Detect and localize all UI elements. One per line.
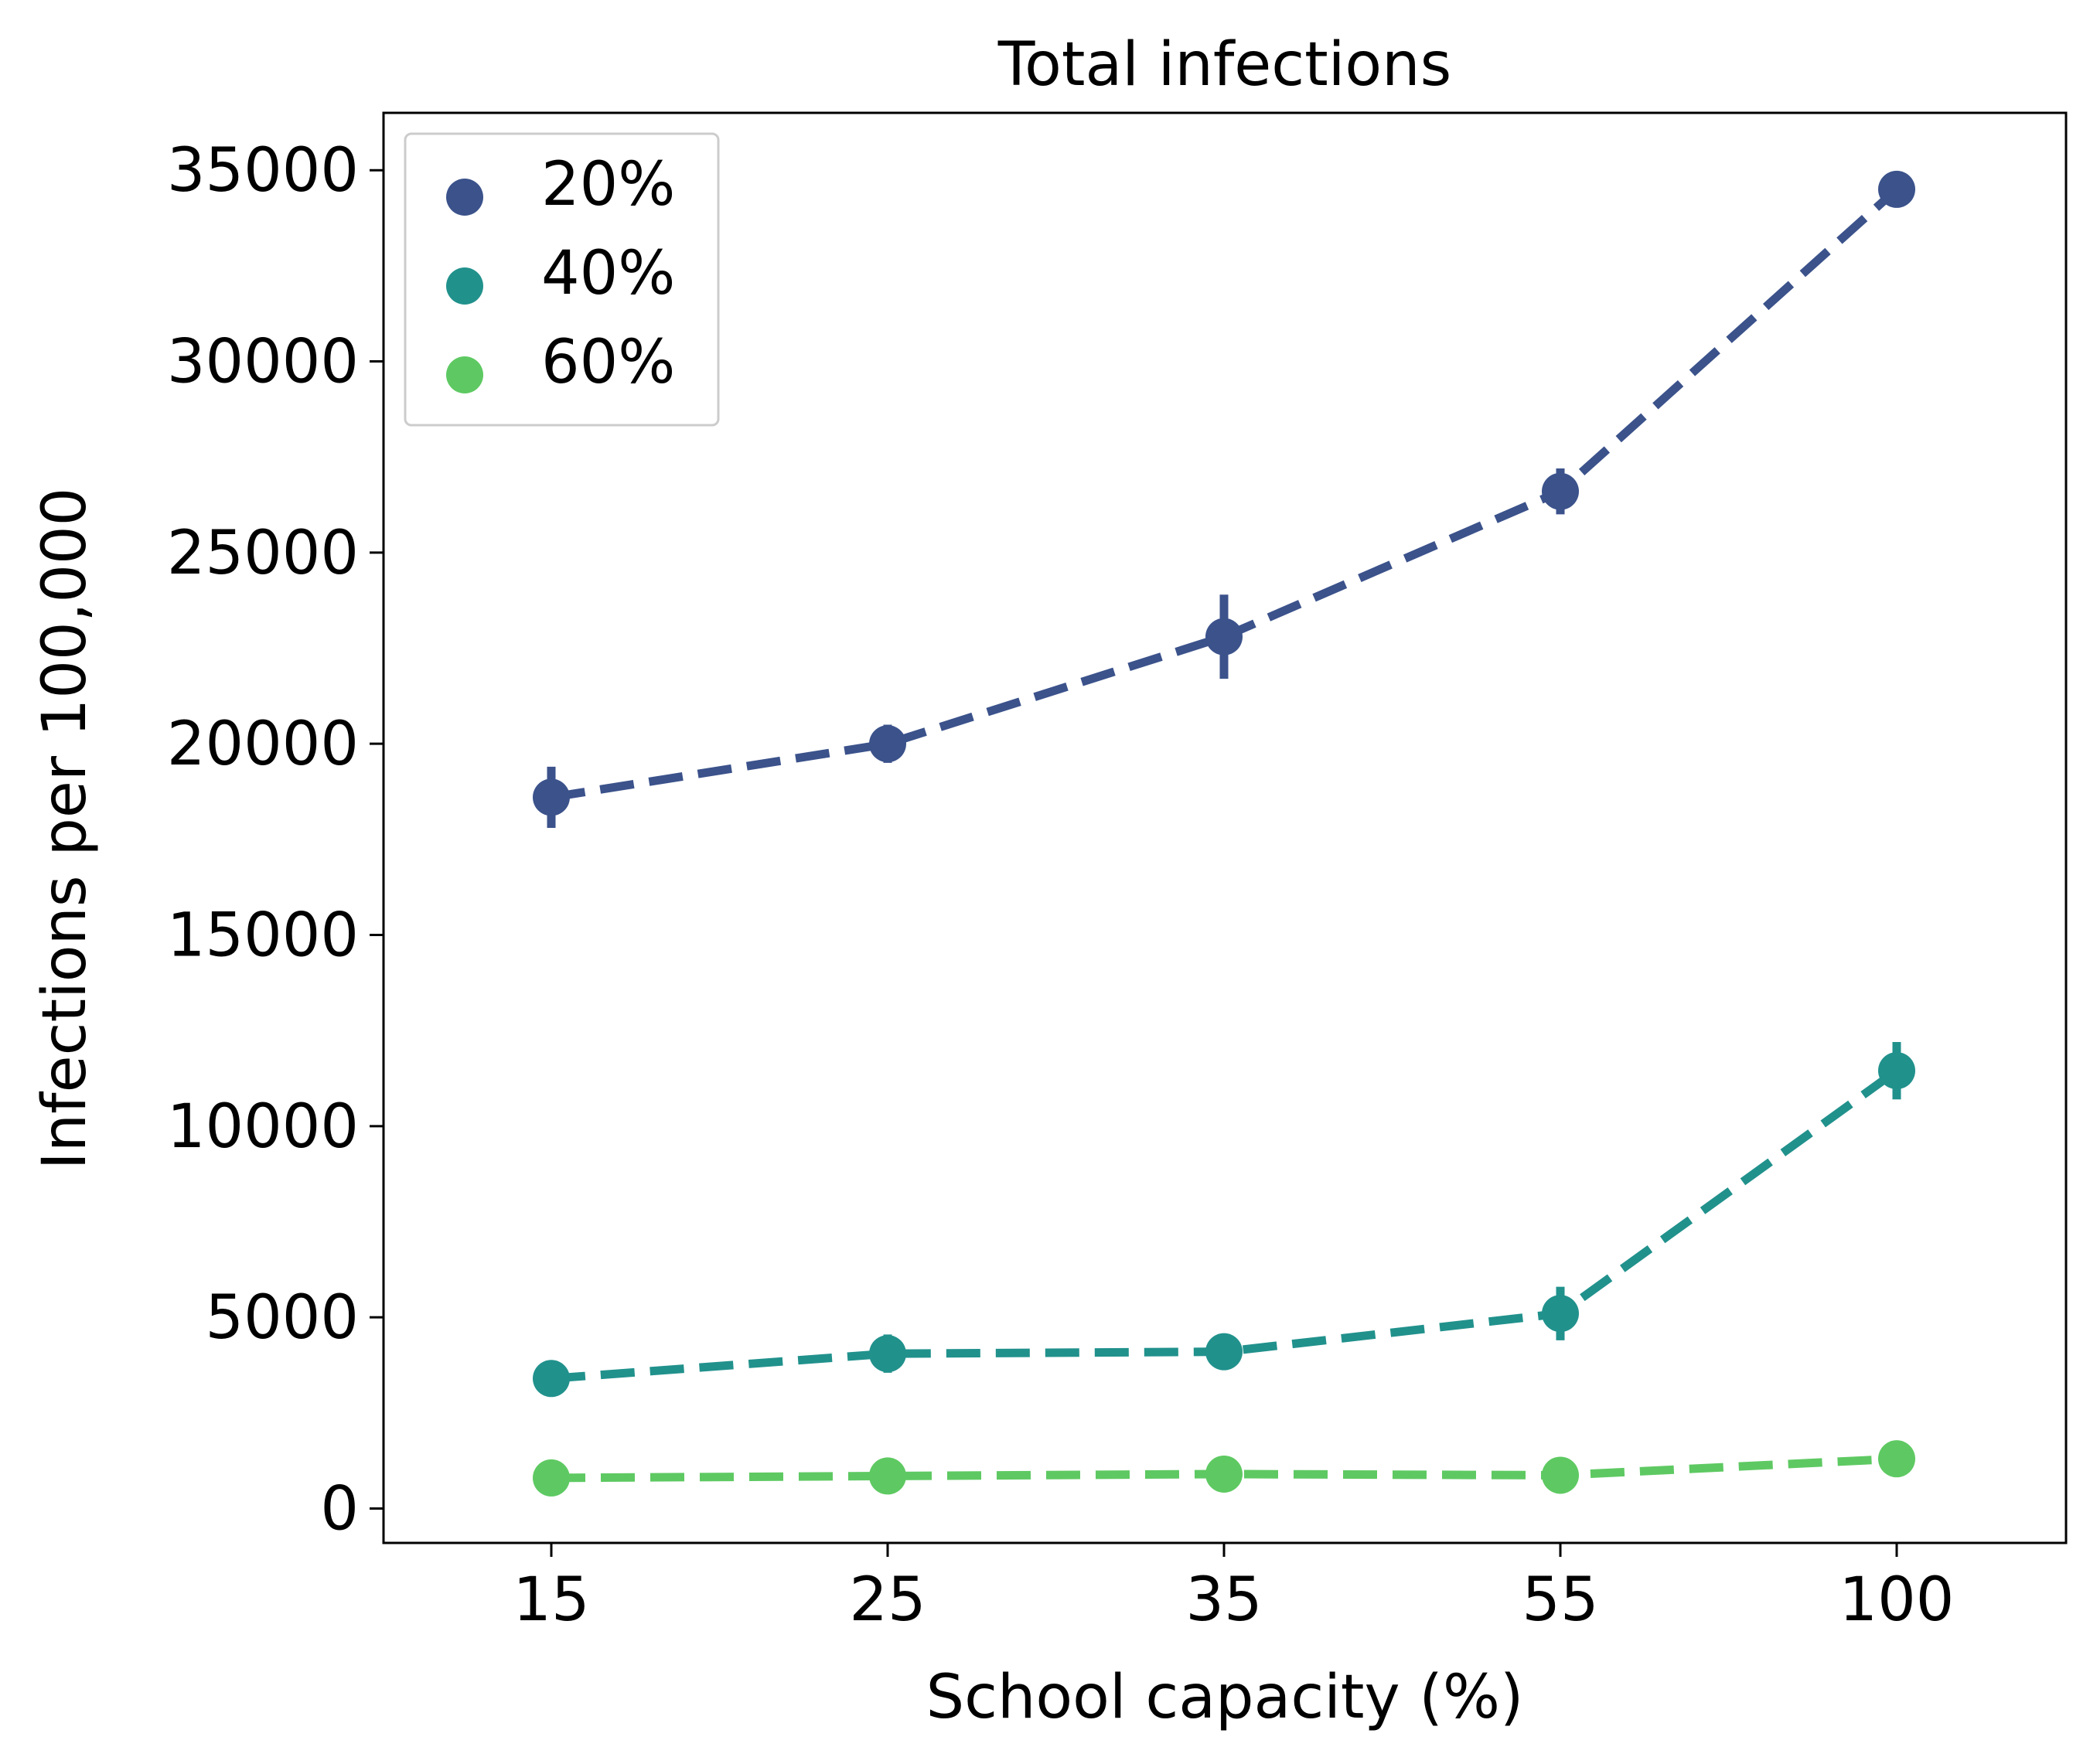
- data-point: [1205, 618, 1243, 656]
- data-point: [533, 1459, 570, 1497]
- data-point: [1878, 1440, 1915, 1478]
- y-axis-label: Infections per 100,000: [30, 488, 100, 1170]
- series-line: [551, 186, 1900, 802]
- x-axis: 15 25 35 55 100: [513, 1543, 1954, 1635]
- series-1: [533, 1042, 1915, 1398]
- legend-label: 20%: [541, 150, 675, 220]
- data-point: [869, 1335, 906, 1373]
- legend-marker: [446, 267, 483, 305]
- series-layer: [533, 170, 1915, 1497]
- data-point: [1878, 170, 1915, 208]
- data-point: [533, 778, 570, 816]
- data-point: [1205, 1455, 1243, 1493]
- x-axis-label: School capacity (%): [926, 1663, 1524, 1732]
- chart-title: Total infections: [997, 30, 1451, 100]
- y-tick-label: 20000: [167, 710, 359, 779]
- legend-label: 60%: [541, 328, 675, 397]
- data-point: [1542, 472, 1579, 510]
- data-point: [1878, 1052, 1915, 1090]
- series-0: [533, 170, 1915, 828]
- data-point: [869, 1457, 906, 1495]
- series-2: [533, 1440, 1915, 1497]
- y-tick-label: 0: [320, 1474, 359, 1544]
- x-tick-label: 15: [513, 1565, 589, 1635]
- x-tick-label: 35: [1185, 1565, 1262, 1635]
- y-tick-label: 5000: [205, 1283, 359, 1353]
- data-point: [1542, 1295, 1579, 1333]
- y-axis: 0 5000 10000 15000 20000 25000 30000 35000: [167, 136, 384, 1544]
- legend-box: [404, 132, 720, 427]
- legend-marker: [446, 356, 483, 393]
- y-tick-label: 35000: [167, 136, 359, 206]
- y-tick-label: 30000: [167, 328, 359, 397]
- legend: 20% 40% 60%: [404, 132, 720, 427]
- legend-label: 40%: [541, 239, 675, 308]
- x-tick-label: 25: [849, 1565, 926, 1635]
- series-line: [551, 1067, 1900, 1383]
- data-point: [869, 725, 906, 763]
- data-point: [533, 1360, 570, 1398]
- x-tick-label: 55: [1522, 1565, 1598, 1635]
- y-tick-label: 15000: [167, 901, 359, 971]
- data-point: [1542, 1456, 1579, 1494]
- x-tick-label: 100: [1839, 1565, 1955, 1635]
- legend-marker: [446, 179, 483, 216]
- y-tick-label: 25000: [167, 519, 359, 588]
- data-point: [1205, 1333, 1243, 1371]
- y-tick-label: 10000: [167, 1092, 359, 1162]
